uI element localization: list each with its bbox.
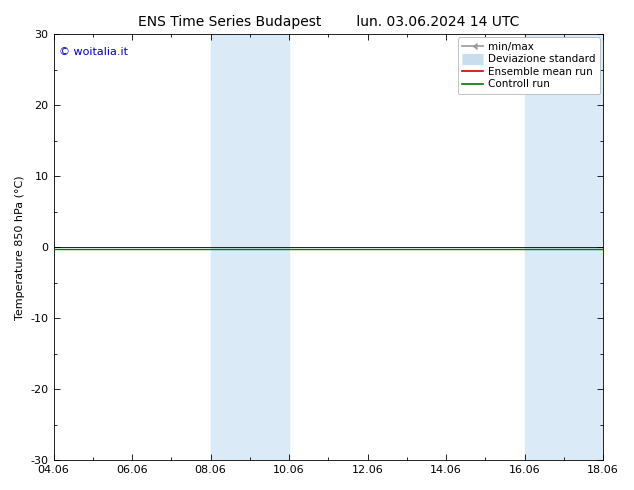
Y-axis label: Temperature 850 hPa (°C): Temperature 850 hPa (°C) <box>15 175 25 319</box>
Bar <box>524 34 603 460</box>
Text: © woitalia.it: © woitalia.it <box>59 47 128 57</box>
Title: ENS Time Series Budapest        lun. 03.06.2024 14 UTC: ENS Time Series Budapest lun. 03.06.2024… <box>138 15 519 29</box>
Bar <box>210 34 289 460</box>
Legend: min/max, Deviazione standard, Ensemble mean run, Controll run: min/max, Deviazione standard, Ensemble m… <box>458 37 600 94</box>
